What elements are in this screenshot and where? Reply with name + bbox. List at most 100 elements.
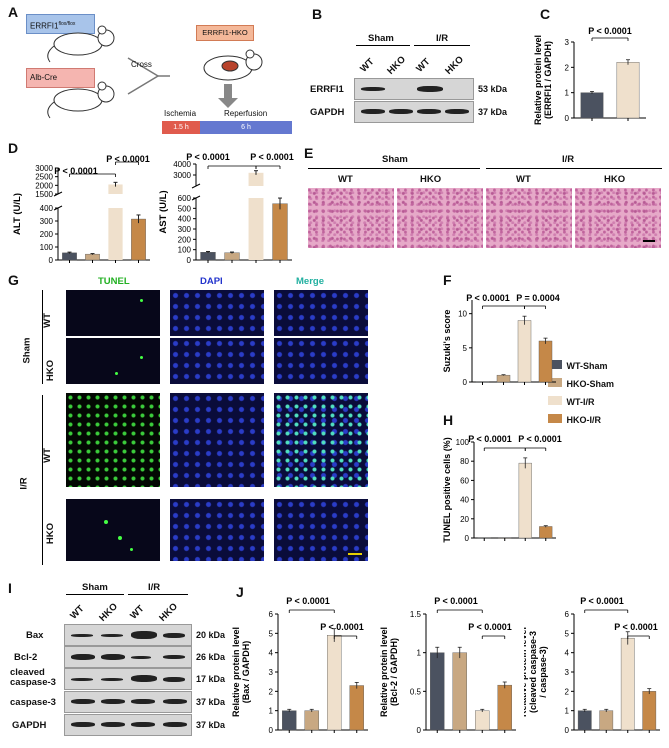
axis-break (191, 183, 201, 189)
g-channel-tunel: TUNEL (98, 276, 130, 287)
i-row-bax: Bax (26, 630, 44, 641)
bar-3 (539, 526, 553, 539)
bar-1 (85, 253, 100, 261)
if-tunel-wt-ir (66, 393, 160, 487)
bar-0 (200, 252, 216, 261)
reperfusion-label: Reperfusion (224, 109, 268, 118)
chart-j-casp3: 0 1 2 3 4 5 6 Relative protein level(cleaved ca… (524, 596, 660, 735)
y-axis-label-line: Relative protein level (533, 35, 543, 125)
y-axis-label-line: (Bax / GAPDH) (241, 641, 251, 704)
y-tick-label: 500 (178, 204, 192, 213)
if-dapi-wt-sham (170, 290, 264, 336)
y-axis-label: Relative protein level(cleaved caspase-3… (524, 627, 548, 717)
e-col-2: HKO (420, 174, 442, 185)
i-lane-2: HKO (97, 601, 120, 624)
if-merge-hko-sham (274, 338, 368, 384)
bar-3 (642, 691, 657, 731)
bar-2-lower (248, 198, 264, 260)
chart-c: 0 1 2 3 Relative protein level(ERRFI1 / GAPD… (533, 26, 646, 125)
y-tick-label: 100 (178, 246, 192, 255)
y-axis-label-line: (ERRFI1 / GAPDH) (543, 41, 553, 119)
y-axis-label: Suzuki's score (442, 310, 452, 373)
panel-label-i: I (8, 580, 12, 596)
bar-1 (599, 710, 614, 731)
g-group-ir: I/R (18, 477, 30, 490)
y-tick-label: 200 (178, 235, 192, 244)
panel-label-b: B (312, 6, 323, 22)
i-lane-3: WT (128, 603, 147, 622)
e-col-4: HKO (604, 174, 626, 185)
e-col-1: WT (338, 174, 353, 185)
y-axis-label-line: Relative protein level (231, 627, 241, 717)
g-row-3: WT (41, 448, 53, 463)
y-axis-label: TUNEL positive cells (%) (442, 437, 452, 542)
y-tick-label: 0 (463, 378, 468, 387)
bar-2 (475, 710, 490, 731)
if-tunel-wt-sham (66, 290, 160, 336)
legend-swatch-3 (548, 396, 562, 406)
y-tick-label: 0 (187, 256, 192, 265)
y-axis-label: Relative protein level(Bcl-2 / GAPDH) (379, 627, 399, 717)
i-lane-1: WT (68, 603, 87, 622)
scale-bar (643, 240, 655, 242)
g-row-2: HKO (45, 359, 57, 382)
y-tick-label: 2 (565, 63, 570, 72)
bar-1 (304, 710, 319, 731)
b-group-sham: Sham (368, 33, 394, 44)
he-image-wt-sham (308, 188, 394, 248)
bar-0 (580, 92, 604, 119)
y-tick-label: 0 (269, 726, 274, 735)
hko-mouse-icon (203, 49, 263, 81)
g-channel-merge: Merge (296, 276, 324, 287)
panel-label-d: D (8, 140, 19, 156)
y-tick-label: 2500 (35, 173, 53, 182)
i-kda-5: 37 kDa (196, 720, 226, 730)
bar-2 (620, 637, 635, 731)
bar-0 (62, 252, 77, 261)
i-row-cleaved: cleaved caspase-3 (10, 667, 56, 688)
y-tick-label: 300 (40, 217, 54, 226)
bar-3 (131, 218, 146, 261)
y-tick-label: 1 (565, 707, 570, 716)
bar-0 (577, 710, 592, 731)
if-merge-wt-ir (274, 393, 368, 487)
i-row-gapdh: GAPDH (12, 720, 47, 731)
hko-label-box: ERRFI1-HKO (196, 25, 254, 41)
panel-label-c: C (540, 6, 551, 22)
g-group-sham: Sham (21, 337, 33, 364)
b-row-gapdh: GAPDH (310, 107, 345, 118)
y-tick-label: 2 (269, 687, 274, 696)
p-value-label: P < 0.0001 (54, 166, 98, 176)
bar-1 (224, 252, 240, 261)
i-blot-casp3 (64, 691, 192, 713)
y-tick-label: 400 (40, 204, 54, 213)
y-tick-label: 600 (178, 194, 192, 203)
e-group-sham: Sham (382, 154, 408, 165)
i-blot-bcl2 (64, 646, 192, 668)
p-value-label: P < 0.0001 (434, 596, 478, 606)
p-value-label: P < 0.0001 (320, 622, 364, 632)
g-channel-dapi: DAPI (200, 276, 223, 287)
y-tick-label: 100 (456, 438, 470, 447)
mouse-icon (47, 25, 115, 63)
y-tick-label: 400 (178, 215, 192, 224)
y-axis-label-line: / caspase-3) (538, 646, 548, 698)
y-tick-label: 3 (565, 38, 570, 47)
p-value-label: P < 0.0001 (614, 622, 658, 632)
mouse-icon-2 (47, 81, 115, 119)
bar-2-upper (248, 172, 264, 186)
bar-2 (327, 635, 342, 731)
ischemia-bar: 1.5 h (162, 121, 200, 134)
chart-f: 0 5 10 Suzuki's score P < 0.0001 P = 0.0004 (442, 293, 560, 387)
bar-3 (497, 684, 512, 731)
y-axis-label-line: Relative protein level (379, 627, 389, 717)
y-tick-label: 10 (458, 310, 467, 319)
y-axis-label: AST (U/L) (158, 190, 169, 233)
y-tick-label: 6 (565, 610, 570, 619)
y-tick-label: 5 (565, 629, 570, 638)
down-arrow-icon (224, 84, 232, 98)
p-value-label: P < 0.0001 (106, 154, 150, 164)
y-tick-label: 0 (565, 114, 570, 123)
